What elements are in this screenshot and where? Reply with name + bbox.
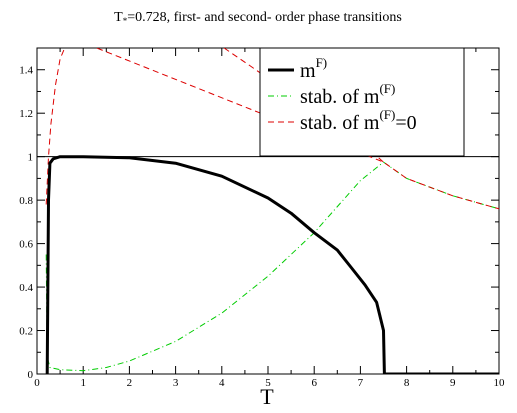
legend-label-0: mF) — [300, 55, 327, 82]
legend-label-1: stab. of m(F) — [300, 81, 395, 108]
y-tick-label: 0.6 — [19, 239, 33, 251]
y-tick-label: 1.4 — [19, 65, 33, 77]
x-tick-label: 2 — [127, 377, 133, 389]
legend-box — [259, 47, 465, 157]
legend-label-2: stab. of m(F)=0 — [300, 107, 417, 134]
axis-ticks: 0 1 2 3 4 5 6 7 8 9 10 0 0.2 0.4 0.6 0.8 1 1.2 1.4 — [19, 47, 506, 389]
y-tick-label: 1 — [28, 152, 34, 164]
chart-title-sub: * — [123, 16, 128, 26]
legend: mF)stab. of m(F)stab. of m(F)=0 — [259, 47, 465, 157]
x-tick-label: 7 — [358, 377, 364, 389]
x-tick-label: 8 — [404, 377, 410, 389]
y-tick-label: 0.8 — [19, 195, 33, 207]
series-line-2 — [45, 48, 499, 210]
y-tick-label: 1.2 — [19, 108, 33, 120]
x-tick-label: 3 — [173, 377, 179, 389]
chart-title-main: T — [114, 10, 123, 25]
y-tick-label: 0.4 — [19, 282, 33, 294]
x-tick-label: 5 — [265, 377, 271, 389]
x-tick-label: 1 — [80, 377, 86, 389]
chart-title-rest: =0.728, first- and second- order phase t… — [127, 10, 402, 25]
x-tick-label: 9 — [450, 377, 456, 389]
x-tick-label: 10 — [494, 377, 506, 389]
x-tick-label: 0 — [34, 377, 40, 389]
chart-title: T*=0.728, first- and second- order phase… — [114, 10, 402, 26]
legend-items: mF)stab. of m(F)stab. of m(F)=0 — [268, 55, 417, 134]
series-line-0 — [45, 155, 499, 374]
x-tick-label: 4 — [219, 377, 225, 389]
y-tick-label: 0.2 — [19, 326, 33, 338]
x-axis-label: T — [260, 384, 274, 409]
y-tick-label: 0 — [28, 369, 34, 381]
x-tick-label: 6 — [311, 377, 317, 389]
